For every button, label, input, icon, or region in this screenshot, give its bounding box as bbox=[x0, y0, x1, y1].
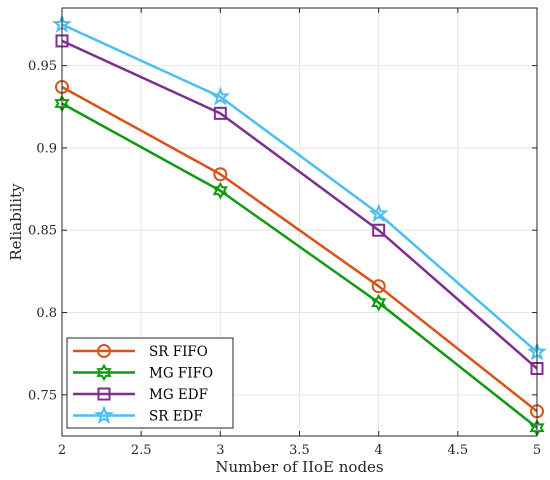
x-tick-label: 2 bbox=[58, 443, 66, 458]
legend-marker-sr-fifo bbox=[97, 344, 111, 358]
x-tick-label: 2.5 bbox=[131, 443, 152, 458]
x-tick-label: 4 bbox=[375, 443, 383, 458]
x-axis-title: Number of IIoE nodes bbox=[215, 458, 383, 476]
y-axis-title: Reliability bbox=[7, 183, 25, 261]
legend-label-sr-edf: SR EDF bbox=[149, 409, 203, 425]
x-tick-label: 3 bbox=[216, 443, 224, 458]
x-tick-label: 5 bbox=[533, 443, 541, 458]
y-tick-label: 0.95 bbox=[28, 59, 57, 74]
y-tick-label: 0.85 bbox=[28, 224, 57, 239]
series-line-sr-edf bbox=[61, 23, 538, 353]
data-point-sr-edf bbox=[210, 86, 231, 106]
data-point-mg-edf bbox=[213, 106, 227, 120]
legend-marker-mg-edf bbox=[97, 387, 111, 401]
data-point-mg-fifo bbox=[212, 181, 228, 200]
legend-marker-mg-fifo bbox=[96, 363, 112, 382]
legend-label-sr-fifo: SR FIFO bbox=[149, 344, 208, 360]
x-tick-label: 3.5 bbox=[289, 443, 310, 458]
data-point-mg-fifo bbox=[371, 293, 387, 312]
data-point-mg-edf bbox=[372, 223, 386, 237]
ticks bbox=[61, 8, 538, 436]
tick-labels: 2 2.5 3 3.5 4 4.5 5 0.75 0.8 0.85 0.9 0.95 bbox=[28, 59, 541, 458]
legend-marker-sr-edf bbox=[94, 405, 114, 424]
legend-label-mg-fifo: MG FIFO bbox=[149, 366, 213, 382]
data-point-sr-fifo bbox=[371, 279, 386, 294]
legend-box bbox=[66, 337, 234, 429]
series-line-mg-fifo bbox=[61, 102, 538, 429]
legend: SR FIFO MG FIFO MG EDF SR EDF bbox=[66, 337, 234, 429]
data-point-sr-fifo bbox=[213, 167, 228, 182]
series-line-mg-edf bbox=[61, 39, 538, 370]
data-point-sr-edf bbox=[368, 203, 389, 223]
series-line-sr-fifo bbox=[61, 85, 538, 413]
legend-label-mg-edf: MG EDF bbox=[149, 387, 208, 403]
y-tick-label: 0.8 bbox=[36, 306, 57, 321]
y-tick-label: 0.9 bbox=[36, 141, 57, 156]
y-tick-label: 0.75 bbox=[28, 388, 57, 403]
x-tick-label: 4.5 bbox=[447, 443, 468, 458]
